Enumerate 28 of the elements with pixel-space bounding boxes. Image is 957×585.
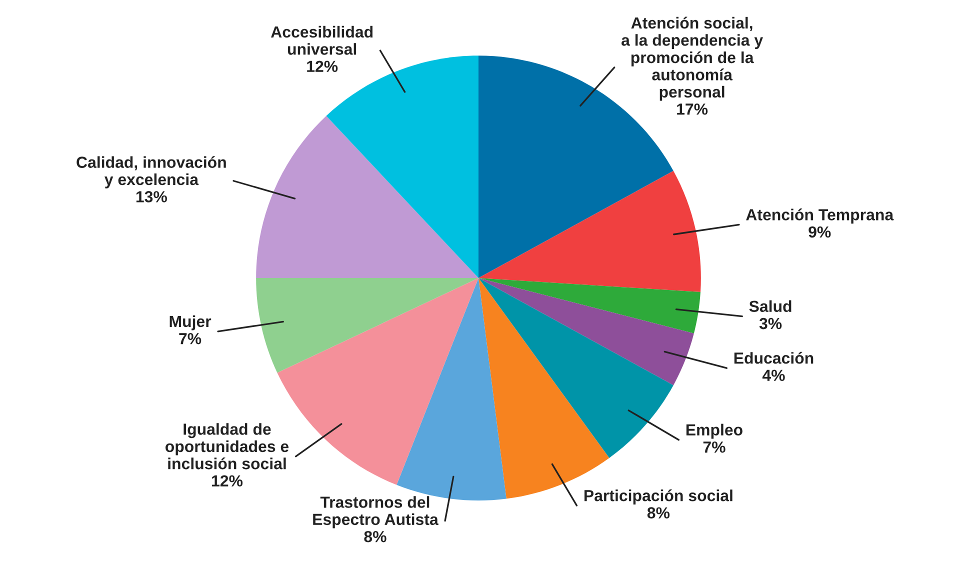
slice-label: Trastornos del Espectro Autista bbox=[313, 496, 438, 528]
slice-label: Salud bbox=[749, 300, 792, 312]
slice-label: Atención social, a la dependencia y promoción de la autonomía personal bbox=[622, 16, 763, 101]
data-label: 13% bbox=[136, 191, 167, 202]
pie-slice bbox=[256, 278, 478, 373]
pie-slice bbox=[478, 278, 674, 458]
pie-slice bbox=[478, 278, 694, 386]
data-label: 12% bbox=[212, 475, 243, 486]
slice-label: Accesibilidad universal bbox=[271, 26, 373, 55]
slice-label: Igualdad de oportunidades e inclusión social bbox=[166, 423, 289, 470]
data-label: 4% bbox=[762, 370, 785, 381]
data-label: 7% bbox=[703, 441, 726, 453]
pie-slice bbox=[478, 170, 701, 292]
data-label: 17% bbox=[677, 104, 708, 115]
data-label: 3% bbox=[759, 318, 782, 330]
slice-label: Calidad, innovación y excelencia bbox=[76, 156, 226, 188]
data-label: 8% bbox=[364, 530, 386, 542]
slice-label: Atención Temprana bbox=[746, 208, 894, 224]
data-label: 9% bbox=[808, 226, 831, 238]
pie-slice bbox=[256, 116, 478, 278]
slice-label: Participación social bbox=[584, 489, 732, 504]
slice-label: Empleo bbox=[686, 424, 742, 439]
slice-label: Mujer bbox=[170, 315, 212, 330]
data-label: 12% bbox=[307, 60, 338, 72]
slice-label: Educación bbox=[734, 352, 814, 364]
data-label: 8% bbox=[647, 507, 670, 518]
pie-slice bbox=[478, 278, 700, 334]
data-label: 7% bbox=[179, 333, 202, 344]
